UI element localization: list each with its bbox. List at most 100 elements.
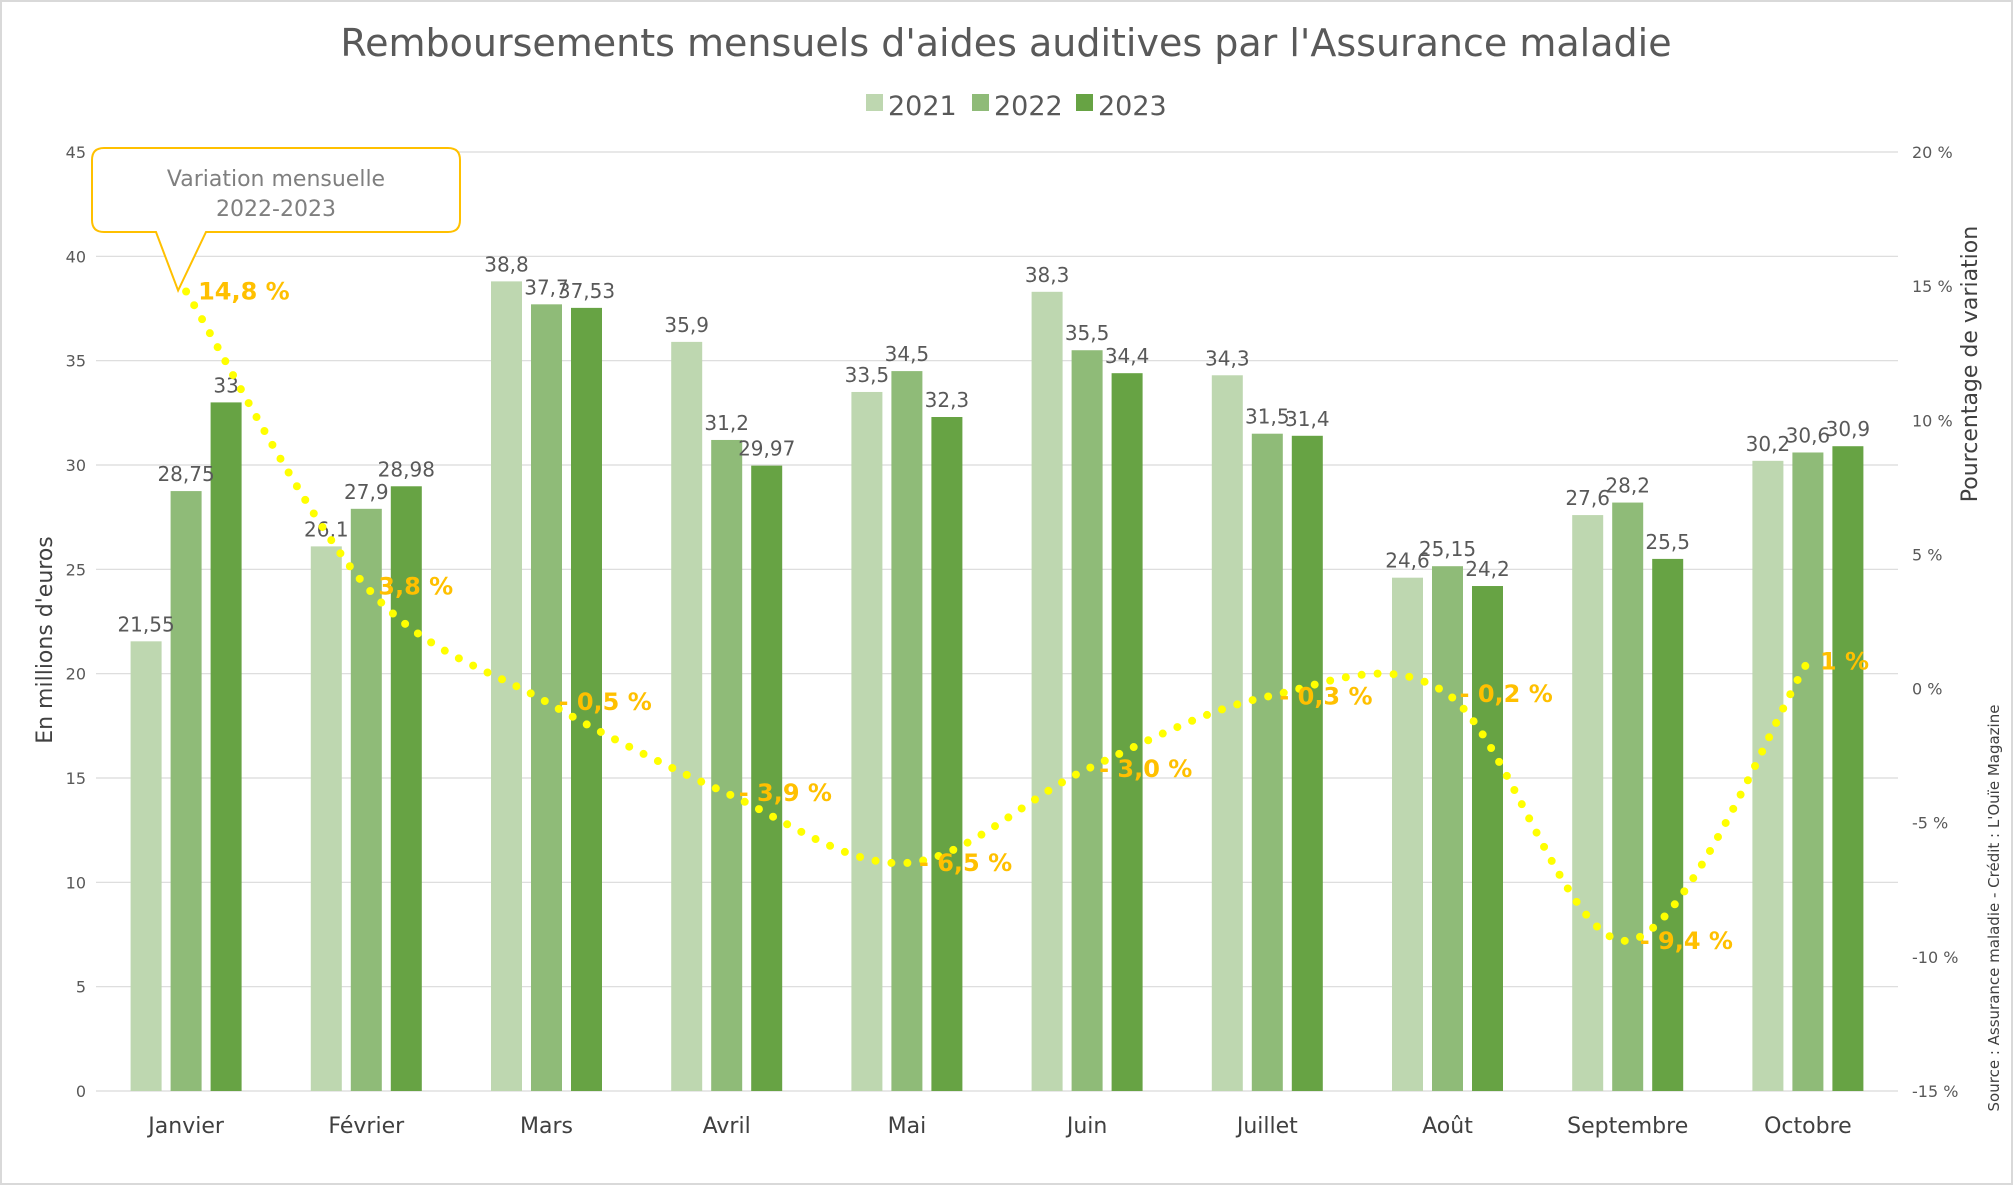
bar-2021 <box>1392 577 1423 1091</box>
bar-value-label: 34,4 <box>1105 344 1150 368</box>
y-tick-label: 35 <box>66 352 86 371</box>
variation-label: - 3,0 % <box>1099 755 1192 783</box>
bar-value-label: 35,9 <box>664 313 709 337</box>
variation-label: - 9,4 % <box>1640 927 1733 955</box>
bar-2021 <box>1752 460 1784 1091</box>
bar-value-label: 21,55 <box>117 612 174 636</box>
variation-label: 3,8 % <box>378 573 453 601</box>
bar-value-label: 31,2 <box>704 411 749 435</box>
bar-value-label: 37,53 <box>558 279 615 303</box>
variation-line-path <box>182 287 1812 945</box>
bar-value-label: 27,9 <box>344 480 389 504</box>
x-tick-label: Juin <box>1065 1114 1108 1139</box>
bar-value-label: 37,7 <box>524 275 569 299</box>
variation-label: 14,8 % <box>198 278 290 306</box>
y-tick-label: 20 <box>66 665 86 684</box>
variation-line <box>182 287 1812 945</box>
y-axis-title: En millions d'euros <box>33 536 58 744</box>
chart-title: Remboursements mensuels d'aides auditive… <box>340 21 1671 65</box>
secondary-tick-label: 20 % <box>1912 143 1953 162</box>
bar-value-label: 29,97 <box>738 437 795 461</box>
legend-swatch-2023 <box>1076 94 1093 111</box>
source-credit: Source : Assurance maladie - Crédit : L'… <box>1985 705 2003 1112</box>
bar-value-label: 30,9 <box>1826 417 1871 441</box>
bar-2022 <box>170 491 202 1091</box>
callout: Variation mensuelle 2022-2023 <box>91 147 461 294</box>
bar-2021 <box>1211 375 1243 1092</box>
bar-2023 <box>1472 586 1503 1091</box>
bar-value-label: 28,2 <box>1605 474 1650 498</box>
bar-value-label: 38,8 <box>484 252 529 276</box>
category-labels: Janvier Février Mars Avril Mai Juin Juillet Aoû… <box>146 1114 1851 1139</box>
bar-value-label: 32,3 <box>925 388 970 412</box>
bar-value-label: 33,5 <box>845 363 890 387</box>
callout-line-1: Variation mensuelle <box>167 167 385 192</box>
y-tick-label: 40 <box>66 247 86 266</box>
left-axis-ticks: 0 5 10 15 20 25 30 35 40 45 <box>66 143 86 1101</box>
x-tick-label: Mars <box>520 1114 573 1139</box>
bars <box>130 281 1864 1092</box>
legend: 2021 2022 2023 <box>866 91 1167 122</box>
bar-2021 <box>310 546 342 1091</box>
bar-2023 <box>931 417 963 1091</box>
bar-2021 <box>130 641 162 1091</box>
x-tick-label: Janvier <box>146 1114 225 1139</box>
bar-value-label: 26,1 <box>304 517 349 541</box>
bar-2023 <box>1291 435 1323 1092</box>
y-tick-label: 0 <box>76 1082 86 1101</box>
secondary-tick-label: -10 % <box>1912 948 1958 967</box>
x-tick-label: Septembre <box>1567 1114 1688 1139</box>
bar-value-label: 27,6 <box>1565 486 1610 510</box>
bar-2022 <box>891 371 923 1092</box>
bar-2021 <box>1031 291 1063 1092</box>
y-tick-label: 5 <box>76 978 86 997</box>
callout-line-2: 2022-2023 <box>216 197 336 222</box>
callout-box <box>91 147 461 294</box>
bar-2023 <box>1652 558 1684 1091</box>
bar-value-label: 30,2 <box>1746 432 1791 456</box>
variation-label: 1 % <box>1820 648 1869 676</box>
bar-value-label: 35,5 <box>1065 321 1110 345</box>
variation-label: - 0,5 % <box>559 688 652 716</box>
legend-swatch-2021 <box>866 94 883 111</box>
right-axis-ticks: -15 % -10 % -5 % 0 % 5 % 10 % 15 % 20 % <box>1912 143 1958 1101</box>
bar-value-label: 25,15 <box>1419 537 1476 561</box>
bar-value-label: 28,98 <box>378 457 435 481</box>
variation-label: - 0,3 % <box>1279 683 1372 711</box>
legend-label-2023: 2023 <box>1098 91 1167 122</box>
bar-value-label: 31,4 <box>1285 407 1330 431</box>
bar-2022 <box>1251 433 1283 1091</box>
x-tick-label: Juillet <box>1235 1114 1298 1139</box>
bar-2022 <box>1071 350 1103 1091</box>
bar-2022 <box>711 439 743 1092</box>
y-tick-label: 15 <box>66 769 86 788</box>
bar-value-label: 28,75 <box>157 462 214 486</box>
x-tick-label: Avril <box>703 1114 751 1139</box>
y-tick-label: 25 <box>66 560 86 579</box>
x-tick-label: Février <box>328 1114 405 1139</box>
secondary-tick-label: 0 % <box>1912 680 1942 699</box>
bar-value-label: 38,3 <box>1025 263 1070 287</box>
bar-2023 <box>210 402 242 1091</box>
bar-2021 <box>1572 515 1604 1091</box>
variation-label: - 0,2 % <box>1460 680 1553 708</box>
bar-2023 <box>1832 446 1864 1092</box>
bar-value-label: 34,3 <box>1205 346 1250 370</box>
bar-2022 <box>1792 452 1824 1092</box>
variation-label: - 3,9 % <box>739 779 832 807</box>
bar-value-label: 34,5 <box>885 342 930 366</box>
y-tick-label: 45 <box>66 143 86 162</box>
secondary-tick-label: 10 % <box>1912 411 1953 430</box>
bar-2023 <box>1111 373 1143 1092</box>
y-tick-label: 10 <box>66 873 86 892</box>
bar-2022 <box>350 508 382 1091</box>
legend-label-2022: 2022 <box>994 91 1063 122</box>
secondary-tick-label: 5 % <box>1912 545 1942 564</box>
x-tick-label: Mai <box>888 1114 927 1139</box>
variation-label: - 6,5 % <box>919 849 1012 877</box>
y-tick-label: 30 <box>66 456 86 475</box>
legend-swatch-2022 <box>972 94 989 111</box>
secondary-tick-label: -5 % <box>1912 814 1948 833</box>
